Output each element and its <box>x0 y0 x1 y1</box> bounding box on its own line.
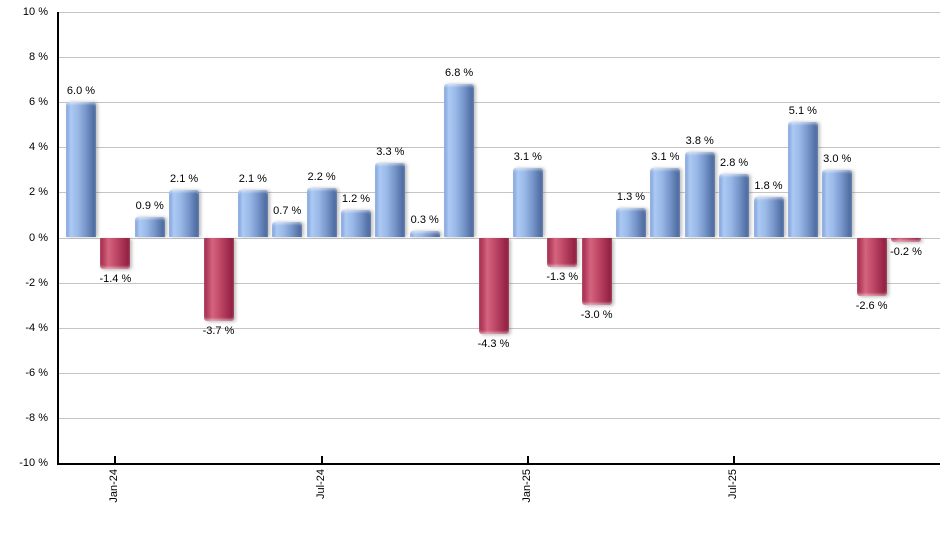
bar-value-label: 2.2 % <box>307 170 336 183</box>
bar[interactable] <box>719 174 750 238</box>
bar[interactable] <box>512 167 543 238</box>
plot-area: 6.0 % -1.4 % 0.9 % 2.1 % -3.7 % 2.1 % 0.7 % 2.2… <box>57 12 940 465</box>
y-tick-label: 0 % <box>29 231 48 244</box>
bar[interactable] <box>341 210 371 238</box>
bar-value-label: 2.1 % <box>238 173 267 186</box>
bar[interactable] <box>272 221 303 238</box>
bar[interactable] <box>169 190 200 238</box>
bar[interactable] <box>306 187 337 238</box>
bar-value-label: -2.6 % <box>855 300 888 313</box>
x-tick-label: Jan-24 <box>108 469 121 503</box>
bar-value-label: 1.3 % <box>616 191 646 204</box>
bar[interactable] <box>66 102 96 238</box>
y-tick-label: -2 % <box>25 276 48 289</box>
bar-value-label: 1.8 % <box>754 179 783 192</box>
bar[interactable] <box>787 122 818 238</box>
y-tick-label: 2 % <box>29 186 48 199</box>
y-tick-label: -8 % <box>25 411 48 424</box>
bar[interactable] <box>409 230 440 238</box>
gridline <box>59 418 940 419</box>
bar-value-label: -4.3 % <box>477 338 510 351</box>
x-tick <box>320 456 323 463</box>
bar[interactable] <box>891 237 921 242</box>
bar[interactable] <box>650 167 681 238</box>
bar-value-label: -0.2 % <box>890 246 922 258</box>
x-tick-label: Jul-25 <box>727 469 740 499</box>
gridline <box>59 57 940 58</box>
x-tick <box>114 456 117 463</box>
x-tick <box>733 456 736 463</box>
bar-value-label: -1.4 % <box>99 273 132 286</box>
gridline <box>59 147 940 148</box>
bar[interactable] <box>444 84 475 238</box>
bar[interactable] <box>856 237 887 297</box>
x-tick <box>526 456 529 463</box>
gridline <box>59 192 940 193</box>
gridline <box>59 373 940 374</box>
bar-value-label: -3.7 % <box>202 324 235 337</box>
bar-value-label: 2.8 % <box>720 157 749 170</box>
bar-value-label: 6.8 % <box>445 67 474 80</box>
x-tick-label: Jul-24 <box>314 469 327 499</box>
y-tick-label: 4 % <box>29 141 48 154</box>
y-tick-label: -6 % <box>25 366 48 379</box>
y-axis-labels: 10 % 8 % 6 % 4 % 2 % 0 % -2 % -4 % -6 % -8 % -10 % <box>0 6 48 472</box>
bar-value-label: 1.2 % <box>341 193 371 206</box>
bar[interactable] <box>684 151 715 238</box>
y-tick-label: 6 % <box>29 96 48 109</box>
bar-value-label: 0.7 % <box>273 204 302 217</box>
gridline <box>59 102 940 103</box>
bar[interactable] <box>203 237 234 321</box>
bar[interactable] <box>616 208 646 238</box>
y-tick-label: 10 % <box>22 6 48 18</box>
bar[interactable] <box>822 169 853 238</box>
bar-value-label: 5.1 % <box>788 105 817 118</box>
bar-value-label: 6.0 % <box>66 85 96 98</box>
y-tick-label: -10 % <box>19 457 48 469</box>
bar[interactable] <box>547 237 578 267</box>
bar[interactable] <box>237 190 268 238</box>
bar-value-label: 3.8 % <box>685 134 714 147</box>
x-tick-label: Jan-25 <box>520 469 533 503</box>
bar[interactable] <box>581 237 612 306</box>
bar-value-label: 3.1 % <box>651 150 680 163</box>
bar-value-label: 0.9 % <box>135 200 164 213</box>
bar[interactable] <box>100 237 131 270</box>
bar[interactable] <box>753 196 784 238</box>
bar-value-label: 0.3 % <box>410 213 439 226</box>
bar-value-label: -3.0 % <box>580 309 613 322</box>
gridline <box>59 12 940 13</box>
bar-value-label: 3.3 % <box>376 146 405 159</box>
bar-value-label: 3.1 % <box>513 150 542 163</box>
bar-value-label: 3.0 % <box>823 152 852 165</box>
y-tick-label: -4 % <box>25 321 48 334</box>
bar-value-label: -1.3 % <box>546 270 579 283</box>
bar[interactable] <box>478 237 509 335</box>
y-tick-label: 8 % <box>29 51 48 64</box>
bar[interactable] <box>134 217 165 238</box>
bar[interactable] <box>375 163 406 238</box>
bar-value-label: 2.1 % <box>170 173 199 186</box>
